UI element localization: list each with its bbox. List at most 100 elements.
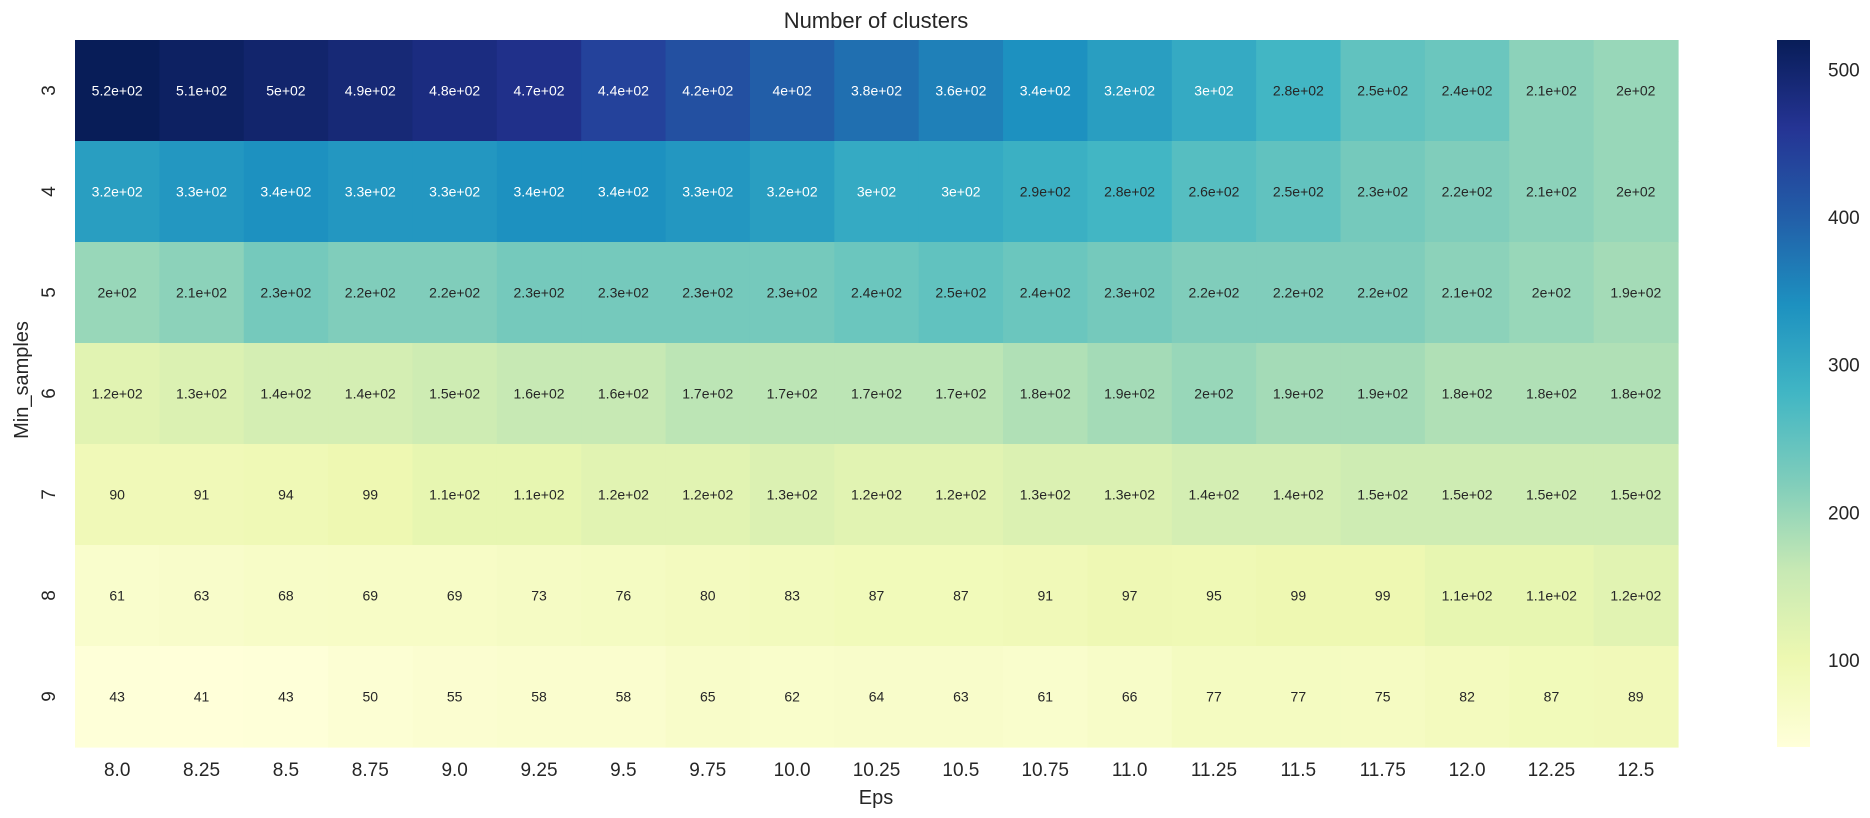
heatmap-cell — [1593, 40, 1679, 142]
cell-annotation: 75 — [1375, 689, 1391, 705]
heatmap-cell — [1256, 545, 1342, 647]
cell-annotation: 61 — [1037, 689, 1053, 705]
cell-annotation: 99 — [363, 487, 379, 503]
heatmap-cell — [834, 646, 920, 748]
heatmap-cell — [1171, 242, 1257, 344]
heatmap-cell — [1087, 40, 1173, 142]
heatmap-cell — [328, 343, 414, 445]
cell-annotation: 4e+02 — [772, 83, 812, 99]
cell-annotation: 2e+02 — [1532, 285, 1572, 301]
cell-annotation: 1.6e+02 — [598, 386, 649, 402]
cell-annotation: 2.2e+02 — [429, 285, 480, 301]
cell-annotation: 80 — [700, 588, 716, 604]
colorbar-tick-label: 300 — [1828, 356, 1860, 377]
heatmap-cell — [1003, 646, 1089, 748]
cell-annotation: 1.6e+02 — [514, 386, 565, 402]
cell-annotation: 1.5e+02 — [1610, 487, 1661, 503]
heatmap-cell — [496, 343, 582, 445]
cell-annotation: 2.8e+02 — [1104, 184, 1155, 200]
heatmap-cell — [1424, 646, 1510, 748]
cell-annotation: 97 — [1122, 588, 1138, 604]
heatmap-cell — [243, 343, 329, 445]
cell-annotation: 2e+02 — [1616, 184, 1656, 200]
heatmap-cell — [1509, 141, 1595, 243]
heatmap-cell — [1424, 545, 1510, 647]
cell-annotation: 3e+02 — [1194, 83, 1234, 99]
heatmap-cell — [243, 141, 329, 243]
cell-annotation: 1.3e+02 — [176, 386, 227, 402]
x-tick-label: 9.5 — [610, 760, 636, 781]
cell-annotation: 1.8e+02 — [1442, 386, 1493, 402]
heatmap-cell — [749, 646, 835, 748]
cell-annotation: 43 — [278, 689, 294, 705]
heatmap-cell — [243, 646, 329, 748]
heatmap-cell — [328, 141, 414, 243]
heatmap-cell — [243, 444, 329, 546]
heatmap-cell — [1593, 343, 1679, 445]
cell-annotation: 1.5e+02 — [1357, 487, 1408, 503]
heatmap-cell — [75, 40, 160, 142]
heatmap-cell — [412, 141, 498, 243]
cell-annotation: 2.2e+02 — [1357, 285, 1408, 301]
cell-annotation: 2.5e+02 — [1273, 184, 1324, 200]
cell-annotation: 1.2e+02 — [682, 487, 733, 503]
cell-annotation: 2e+02 — [98, 285, 138, 301]
cell-annotation: 2.1e+02 — [1526, 83, 1577, 99]
cell-annotation: 58 — [616, 689, 632, 705]
heatmap-cell — [412, 242, 498, 344]
cell-annotation: 83 — [784, 588, 800, 604]
cell-annotation: 1.7e+02 — [682, 386, 733, 402]
cell-annotation: 55 — [447, 689, 463, 705]
x-tick-label: 9.75 — [689, 760, 726, 781]
heatmap-cell — [1424, 40, 1510, 142]
cell-annotation: 1.3e+02 — [1020, 487, 1071, 503]
cell-annotation: 69 — [363, 588, 379, 604]
cell-annotation: 1.7e+02 — [767, 386, 818, 402]
cell-annotation: 2.4e+02 — [1442, 83, 1493, 99]
x-tick-label: 11.0 — [1112, 760, 1148, 781]
cell-annotation: 2.8e+02 — [1273, 83, 1324, 99]
heatmap-cell — [749, 40, 835, 142]
heatmap-cell — [75, 545, 160, 647]
y-axis-title: Min_samples — [11, 321, 33, 439]
y-tick-label: 7 — [39, 489, 60, 500]
colorbar-tick-label: 500 — [1828, 61, 1860, 82]
heatmap-cell — [243, 40, 329, 142]
cell-annotation: 2.3e+02 — [260, 285, 311, 301]
heatmap-cell — [1593, 141, 1679, 243]
heatmap-cell — [412, 545, 498, 647]
cell-annotation: 1.8e+02 — [1526, 386, 1577, 402]
cell-annotation: 2.1e+02 — [176, 285, 227, 301]
heatmap-cell — [328, 242, 414, 344]
cell-annotation: 3.2e+02 — [767, 184, 818, 200]
heatmap-cell — [665, 545, 751, 647]
cell-annotation: 1.5e+02 — [1442, 487, 1493, 503]
x-tick-labels: 8.0 8.25 8.5 8.75 9.0 9.25 9.5 9.75 10.0 10.25 10.… — [104, 760, 1654, 781]
cell-annotation: 65 — [700, 689, 716, 705]
cell-annotation: 2.2e+02 — [345, 285, 396, 301]
cell-annotation: 2.3e+02 — [1357, 184, 1408, 200]
cell-annotation: 1.1e+02 — [429, 487, 480, 503]
heatmap-cell — [496, 40, 582, 142]
x-tick-label: 11.25 — [1191, 760, 1237, 781]
heatmap-cell — [412, 343, 498, 445]
heatmap-cell — [581, 545, 667, 647]
heatmap-cell — [1340, 242, 1426, 344]
cell-annotation: 62 — [784, 689, 800, 705]
cell-annotation: 4.2e+02 — [682, 83, 733, 99]
x-tick-label: 9.25 — [521, 760, 558, 781]
cell-annotation: 1.1e+02 — [1442, 588, 1493, 604]
cell-annotation: 1.4e+02 — [1188, 487, 1239, 503]
heatmap-cell — [1340, 343, 1426, 445]
cell-annotation: 90 — [109, 487, 125, 503]
cell-annotation: 5.1e+02 — [176, 83, 227, 99]
cell-annotation: 1.2e+02 — [598, 487, 649, 503]
x-tick-label: 10.75 — [1021, 760, 1069, 781]
heatmap-cell — [1593, 242, 1679, 344]
cell-annotation: 2.3e+02 — [1104, 285, 1155, 301]
cell-annotation: 77 — [1291, 689, 1307, 705]
cell-annotation: 2.2e+02 — [1188, 285, 1239, 301]
cell-annotation: 2.2e+02 — [1442, 184, 1493, 200]
cell-annotation: 73 — [531, 588, 547, 604]
heatmap-cell — [1424, 343, 1510, 445]
